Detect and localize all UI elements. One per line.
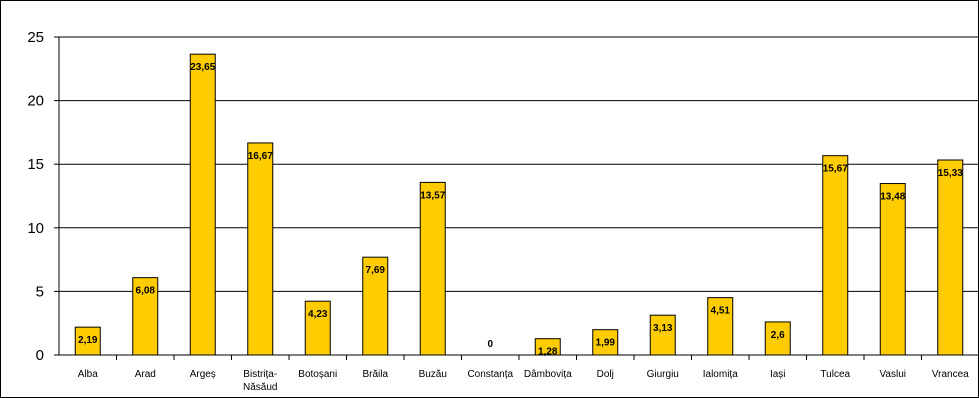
data-label: 2,6 (771, 330, 785, 341)
data-label: 13,57 (420, 190, 445, 201)
bar (937, 159, 964, 356)
y-tick-label: 15 (27, 156, 44, 173)
data-label: 1,28 (538, 347, 558, 358)
data-label: 4,23 (308, 309, 328, 320)
bar (419, 181, 446, 356)
y-tick-label: 25 (27, 29, 44, 46)
bar (247, 142, 274, 356)
x-tick-label: Vrancea (932, 369, 969, 380)
x-tick-label: Constanța (467, 369, 513, 380)
bar (362, 256, 389, 356)
bar (879, 183, 906, 356)
data-label: 13,48 (880, 192, 905, 203)
x-tick-label: Ialomița (703, 369, 738, 380)
x-tick-label: Năsăud (243, 382, 277, 393)
x-tick-label: Tulcea (820, 369, 850, 380)
x-tick-label: Bistrița- (243, 369, 277, 380)
bars (74, 53, 964, 356)
y-tick-label: 0 (36, 347, 44, 364)
x-tick-label: Buzău (419, 369, 447, 380)
x-tick-label: Argeș (190, 369, 216, 380)
x-tick-label: Iași (770, 369, 786, 380)
data-label: 2,19 (78, 335, 98, 346)
data-label: 7,69 (366, 265, 386, 276)
bar (132, 277, 159, 356)
bar (189, 53, 216, 356)
bar (822, 155, 849, 356)
y-tick-label: 10 (27, 220, 44, 237)
x-tick-label: Botoșani (298, 369, 337, 380)
data-label: 3,13 (653, 323, 673, 334)
bar (304, 300, 331, 356)
data-label: 23,65 (190, 62, 215, 73)
x-tick-label: Vaslui (880, 369, 907, 380)
data-label: 6,08 (136, 286, 156, 297)
data-labels: 2,19 6,08 23,65 16,67 4,23 7,69 13,57 0 1,28 1,99… (78, 62, 963, 358)
x-tick-label: Dolj (597, 369, 614, 380)
x-tick-label: Alba (78, 369, 98, 380)
y-axis-ticks: 0 5 10 15 20 25 (27, 29, 59, 364)
data-label: 15,33 (938, 168, 963, 179)
bar (707, 297, 734, 356)
y-tick-label: 20 (27, 93, 44, 110)
data-label: 16,67 (248, 151, 273, 162)
x-tick-label: Brăila (362, 369, 388, 380)
bar (649, 314, 676, 356)
bar (764, 321, 791, 356)
y-tick-label: 5 (36, 283, 44, 300)
x-tick-label: Giurgiu (647, 369, 679, 380)
data-label: 15,67 (823, 164, 848, 175)
x-tick-label: Dâmbovița (524, 369, 572, 380)
data-label: 1,99 (596, 338, 616, 349)
x-axis-ticks: Alba Arad Argeș Bistrița- Năsăud Botoșani Brăi… (78, 355, 979, 393)
bar (74, 326, 101, 356)
x-tick-label: Arad (135, 369, 156, 380)
data-label: 4,51 (711, 306, 731, 317)
data-label: 0 (487, 339, 493, 350)
